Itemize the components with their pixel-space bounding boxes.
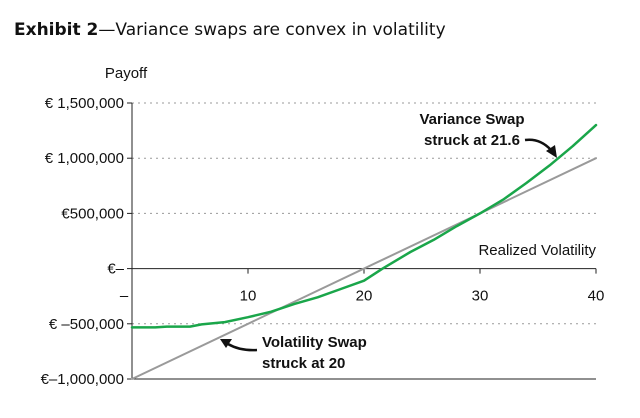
annotation-volatility-arrow [227, 342, 258, 352]
series [130, 123, 598, 380]
y-tick-labels: € 1,500,000 € 1,000,000 €500,000 €– € –500,0… [41, 95, 125, 388]
annotation-variance-line-1: Variance Swap [419, 111, 524, 128]
x-tick-label-zero: – [120, 288, 129, 305]
chart-title: Exhibit 2—Variance swaps are convex in v… [14, 20, 446, 40]
chart-title-dash: — [98, 20, 115, 40]
y-tick-label: €–1,000,000 [41, 371, 124, 388]
annotation-volatility-line-1: Volatility Swap [262, 334, 367, 351]
x-tick-label: 10 [240, 288, 257, 305]
x-tick-label: 40 [588, 288, 605, 305]
annotation-variance-arrowhead [546, 145, 557, 158]
annotation-variance-arrow [524, 138, 552, 151]
y-axis-title: Payoff [105, 65, 148, 82]
chart-title-rest: Variance swaps are convex in volatility [115, 20, 445, 40]
series-line-variance-swap [130, 123, 598, 329]
svg-text:Exhibit 2—Variance swaps are c: Exhibit 2—Variance swaps are convex in v… [14, 20, 446, 40]
series-line-volatility-swap [131, 157, 597, 380]
annotation-volatility-swap: Volatility Swap struck at 20 [220, 334, 367, 372]
y-tick-label: € 1,500,000 [45, 95, 124, 112]
annotation-volatility-line-2: struck at 20 [262, 355, 345, 372]
y-tick-label: € 1,000,000 [45, 150, 124, 167]
chart-title-prefix: Exhibit 2 [14, 20, 98, 40]
x-tick-label: 30 [472, 288, 489, 305]
y-tick-label: €– [107, 261, 124, 278]
annotation-variance-line-2: struck at 21.6 [424, 132, 520, 149]
y-tick-label: €500,000 [61, 205, 124, 222]
x-tick-labels: 10 20 30 40 – [120, 288, 605, 305]
y-tick-label: € –500,000 [49, 316, 124, 333]
x-tick-label: 20 [356, 288, 373, 305]
annotation-volatility-arrowhead [220, 339, 232, 348]
x-axis-title: Realized Volatility [478, 242, 596, 259]
annotation-variance-swap: Variance Swap struck at 21.6 [419, 111, 557, 158]
